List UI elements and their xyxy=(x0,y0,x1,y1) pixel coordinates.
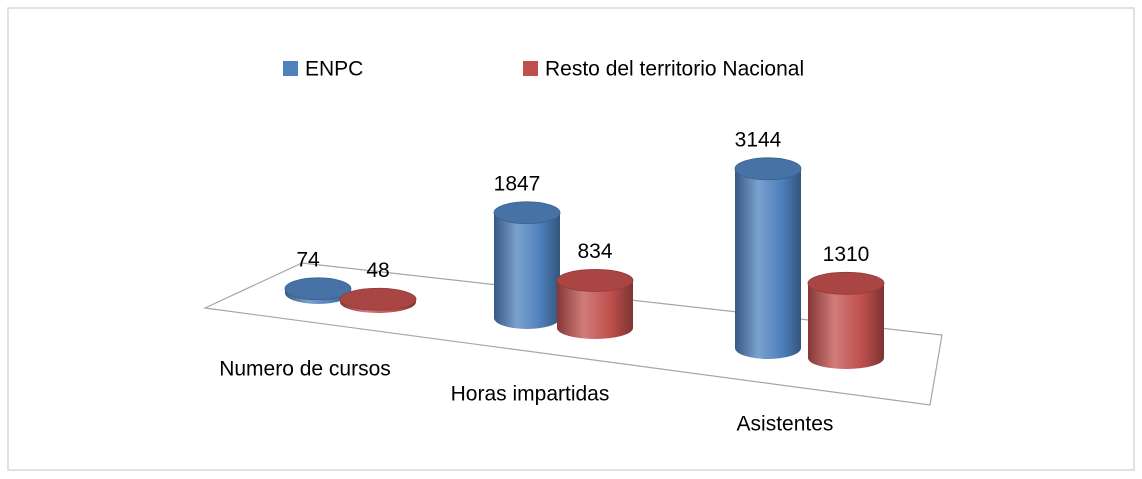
cylinder xyxy=(339,287,417,313)
cylinder-side xyxy=(557,280,633,339)
data-label: 1847 xyxy=(494,172,541,195)
data-label: 3144 xyxy=(735,128,782,151)
legend-swatch xyxy=(523,61,538,76)
category-label: Asistentes xyxy=(737,413,834,436)
cylinder-top xyxy=(284,277,352,301)
category-label: Horas impartidas xyxy=(451,383,610,406)
floor xyxy=(202,262,943,406)
chart-border xyxy=(7,7,1135,471)
cylinder-top xyxy=(493,201,561,225)
cylinder-top xyxy=(339,287,417,311)
category-label: Numero de cursos xyxy=(219,358,391,381)
cylinder-top xyxy=(556,269,634,292)
cylinder-side xyxy=(494,212,560,329)
data-label: 74 xyxy=(296,248,320,271)
cylinder xyxy=(493,201,561,329)
cylinder xyxy=(734,157,802,359)
data-label: 1310 xyxy=(823,243,870,266)
legend-label: Resto del territorio Nacional xyxy=(545,58,804,81)
cylinder-side xyxy=(808,283,884,369)
cylinder xyxy=(807,271,885,369)
cylinder-top xyxy=(734,157,802,181)
cylinder xyxy=(556,269,634,339)
legend-label: ENPC xyxy=(305,58,363,81)
cylinder-side xyxy=(735,168,801,359)
cylinder-top xyxy=(807,271,885,295)
data-label: 48 xyxy=(366,259,389,282)
legend-swatch xyxy=(283,61,298,76)
data-label: 834 xyxy=(577,240,612,263)
cylinder xyxy=(284,277,352,304)
